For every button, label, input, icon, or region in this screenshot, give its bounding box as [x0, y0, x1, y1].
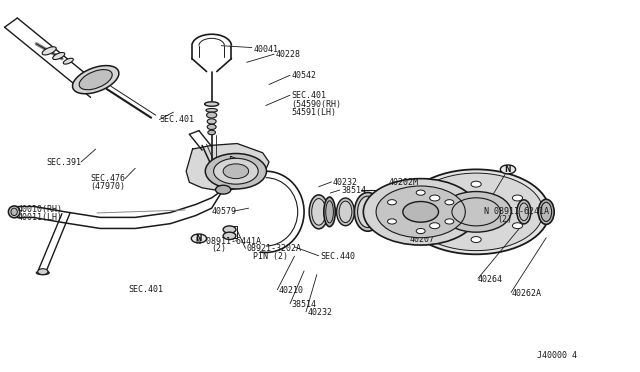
Ellipse shape: [355, 192, 381, 231]
Circle shape: [403, 169, 549, 254]
Ellipse shape: [63, 58, 74, 64]
Circle shape: [416, 190, 425, 195]
Circle shape: [445, 200, 454, 205]
Ellipse shape: [42, 47, 56, 55]
Text: 40207: 40207: [409, 235, 434, 244]
Text: N 08911-6241A: N 08911-6241A: [484, 207, 549, 217]
Circle shape: [403, 202, 438, 222]
Text: SEC.401: SEC.401: [129, 285, 164, 294]
Text: (47970): (47970): [91, 182, 125, 190]
Ellipse shape: [339, 201, 352, 222]
Circle shape: [388, 219, 396, 224]
Text: 40232: 40232: [307, 308, 332, 317]
Ellipse shape: [11, 208, 17, 215]
Ellipse shape: [517, 200, 531, 224]
Text: (2): (2): [212, 244, 227, 253]
Circle shape: [223, 226, 236, 233]
Circle shape: [388, 200, 396, 205]
Circle shape: [441, 192, 511, 232]
Text: 40542: 40542: [291, 71, 316, 80]
Text: SEC.391: SEC.391: [46, 157, 81, 167]
Circle shape: [409, 173, 543, 251]
Circle shape: [223, 232, 236, 240]
Text: (54590(RH): (54590(RH): [291, 100, 341, 109]
Text: 40264: 40264: [478, 275, 503, 283]
Ellipse shape: [538, 199, 554, 224]
Text: 40262A: 40262A: [511, 289, 541, 298]
Ellipse shape: [324, 197, 335, 227]
Text: 40010(RH): 40010(RH): [17, 205, 62, 215]
Text: 40202M: 40202M: [389, 178, 419, 187]
Circle shape: [500, 165, 516, 174]
Ellipse shape: [79, 70, 112, 90]
Circle shape: [416, 228, 425, 234]
Ellipse shape: [8, 206, 20, 218]
Text: 40579: 40579: [212, 207, 237, 217]
Ellipse shape: [358, 196, 378, 228]
Text: N 08911-6441A: N 08911-6441A: [196, 237, 260, 246]
Circle shape: [38, 269, 48, 275]
Circle shape: [429, 195, 440, 201]
Text: 40011(LH): 40011(LH): [17, 213, 62, 222]
Text: 40041: 40041: [253, 45, 278, 54]
Circle shape: [191, 234, 207, 243]
Circle shape: [445, 219, 454, 224]
Text: J40000 4: J40000 4: [537, 351, 577, 360]
Ellipse shape: [36, 271, 49, 275]
Polygon shape: [186, 144, 269, 190]
Circle shape: [223, 164, 248, 179]
Ellipse shape: [205, 102, 219, 106]
Text: SEC.401: SEC.401: [291, 91, 326, 100]
Text: SEC.476: SEC.476: [91, 174, 125, 183]
Circle shape: [364, 179, 478, 245]
Circle shape: [429, 223, 440, 229]
Text: 40222: 40222: [389, 202, 414, 211]
Text: 40232: 40232: [333, 178, 358, 187]
Circle shape: [214, 158, 258, 184]
Circle shape: [208, 130, 216, 135]
Circle shape: [513, 223, 523, 229]
Text: N: N: [196, 234, 202, 243]
Text: (2): (2): [497, 215, 512, 224]
Text: N: N: [505, 165, 511, 174]
Text: 38514: 38514: [341, 186, 366, 195]
Ellipse shape: [309, 195, 328, 229]
Text: 08921-3202A: 08921-3202A: [246, 244, 301, 253]
Ellipse shape: [312, 199, 326, 225]
Text: 54591(LH): 54591(LH): [291, 108, 337, 118]
Text: 38514: 38514: [291, 300, 316, 309]
Ellipse shape: [382, 194, 404, 230]
Circle shape: [513, 195, 523, 201]
Circle shape: [471, 237, 481, 243]
Circle shape: [376, 186, 465, 238]
Circle shape: [207, 112, 217, 118]
Ellipse shape: [52, 52, 65, 60]
Ellipse shape: [337, 198, 355, 226]
Text: 40210: 40210: [278, 286, 303, 295]
Circle shape: [471, 181, 481, 187]
Text: PIN (2): PIN (2): [253, 251, 288, 261]
Circle shape: [207, 119, 216, 124]
Polygon shape: [228, 157, 253, 177]
Text: SEC.401: SEC.401: [159, 115, 195, 124]
Ellipse shape: [72, 65, 119, 94]
Circle shape: [207, 124, 216, 129]
Text: SEC.440: SEC.440: [320, 251, 355, 261]
Circle shape: [205, 154, 266, 189]
Ellipse shape: [206, 109, 218, 112]
Circle shape: [216, 185, 231, 194]
Text: 40228: 40228: [275, 51, 300, 60]
Ellipse shape: [385, 198, 401, 226]
